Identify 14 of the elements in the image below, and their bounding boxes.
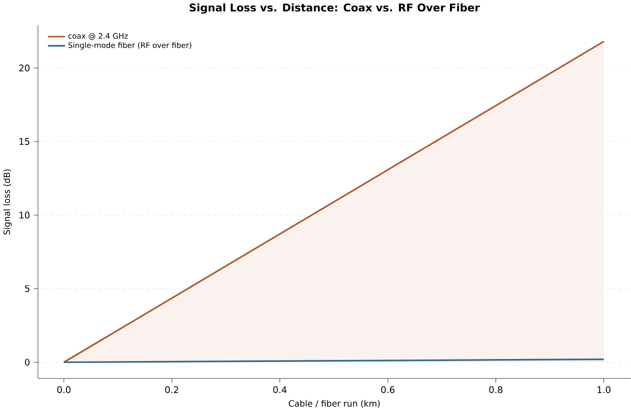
x-axis-title: Cable / fiber run (km)	[288, 400, 380, 408]
y-tick-label: 20	[19, 64, 30, 72]
x-tick-label: 1.0	[598, 386, 610, 394]
x-tick-label: 0.0	[57, 386, 70, 394]
x-tick-label: 0.8	[489, 386, 502, 394]
x-tick-label: 0.4	[273, 386, 287, 394]
y-axis-title: Signal loss (dB)	[3, 169, 12, 234]
y-tick-label: 10	[20, 212, 30, 219]
y-tick-label: 15	[20, 138, 30, 145]
y-tick-label: 5	[25, 285, 30, 292]
x-tick-label: 0.6	[381, 386, 394, 394]
chart-title: Signal Loss vs. Distance: Coax vs. RF Over Fiber	[190, 3, 480, 14]
y-tick-label: 0	[24, 358, 30, 366]
x-tick-label: 0.2	[165, 386, 178, 394]
